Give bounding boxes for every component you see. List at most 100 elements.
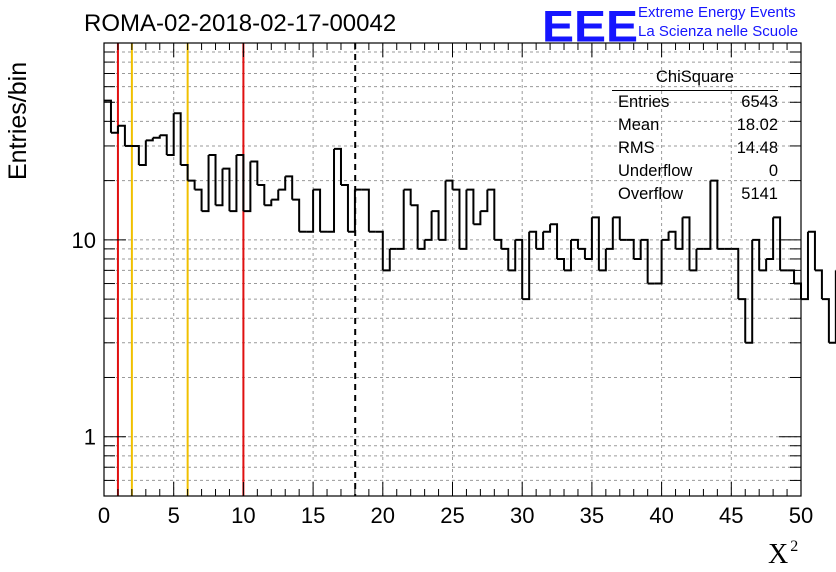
histogram-bin (487, 188, 496, 240)
histogram-bin (591, 216, 600, 271)
histogram-bin (787, 269, 796, 284)
histogram-bin (278, 176, 287, 191)
y-axis-label: Entries/bin (4, 61, 32, 180)
histogram-bin (515, 238, 524, 300)
x-tick-label: 35 (580, 503, 604, 528)
histogram-bin (292, 198, 301, 232)
y-tick-label: 10 (72, 228, 96, 253)
histogram-bin (738, 298, 747, 343)
x-tick-label: 50 (789, 503, 813, 528)
stats-value: 14.48 (736, 139, 778, 157)
y-tick-label: 1 (84, 425, 96, 450)
eee-logo: EEE (542, 2, 639, 52)
stats-label: Mean (618, 116, 660, 134)
histogram-bin (382, 248, 391, 272)
stats-label: Overflow (618, 185, 684, 203)
stats-row: Mean 18.02 (612, 114, 778, 137)
grid-layer (104, 43, 801, 496)
histogram-bin (215, 168, 224, 207)
histogram-bin (612, 216, 621, 240)
stats-label: RMS (618, 139, 655, 157)
histogram-bin (417, 239, 426, 250)
stats-value: 5141 (741, 185, 778, 203)
histogram-bin (306, 189, 315, 233)
histogram-bin (466, 188, 475, 225)
stats-box-title: ChiSquare (612, 68, 778, 91)
x-tick-label: 5 (168, 503, 180, 528)
x-tick-label: 10 (231, 503, 255, 528)
histogram-bin (257, 183, 266, 206)
stats-row: Entries 6543 (612, 91, 778, 114)
x-tick-label: 25 (440, 503, 464, 528)
histogram-bin (640, 238, 649, 284)
histogram-bin (327, 148, 336, 233)
histogram-bin (633, 239, 642, 260)
histogram-bin (682, 216, 691, 271)
histogram-bin (145, 137, 154, 142)
histogram-bin (361, 188, 370, 232)
stats-value: 6543 (741, 93, 778, 111)
histogram-bin (745, 239, 754, 344)
histogram-bin (410, 204, 419, 249)
histogram-bin (117, 124, 126, 146)
stats-label: Underflow (618, 162, 693, 180)
histogram-bin (550, 223, 559, 259)
stats-row: RMS 14.48 (612, 137, 778, 160)
axis-layer: 0 5 10 15 20 25 30 35 40 45 50 1 10 (72, 42, 813, 528)
x-axis-label-symbol: X (768, 539, 789, 570)
histogram-bin (564, 239, 572, 272)
histogram-bin (654, 239, 663, 285)
histogram-bin (403, 188, 412, 206)
histogram-bin (605, 217, 614, 250)
logo-line-1: Extreme Energy Events (638, 4, 796, 21)
histogram-bin (480, 189, 489, 213)
histogram-bin (794, 282, 802, 300)
histogram-bin (313, 188, 322, 232)
histogram-bin (459, 189, 468, 250)
histogram-bin (508, 239, 517, 272)
histogram-bin (577, 247, 586, 259)
histogram-bin (773, 216, 782, 271)
stats-value: 0 (768, 162, 778, 180)
histogram-bin (821, 298, 830, 343)
stats-box: ChiSquare Entries 6543 Mean 18.02 RMS 14… (612, 68, 778, 206)
histogram-bin (375, 230, 384, 271)
histogram-bin (104, 99, 112, 133)
histogram-bin (187, 179, 196, 190)
histogram-bin (222, 167, 231, 212)
histogram-bin (598, 248, 607, 272)
histogram-bin (250, 160, 259, 185)
histogram-bin (759, 258, 768, 272)
histogram-bin (159, 134, 168, 155)
histogram-bin (557, 257, 566, 271)
histogram-bin (626, 238, 635, 259)
histogram-bin (438, 180, 447, 241)
histogram-bin (173, 112, 182, 166)
histogram-bin (828, 270, 836, 344)
histogram-bin (703, 180, 712, 250)
stats-row: Overflow 5141 (612, 183, 778, 206)
histogram-bin (194, 188, 203, 212)
x-tick-label: 30 (510, 503, 534, 528)
x-axis-label-exponent: 2 (790, 538, 799, 555)
histogram-bin (334, 147, 342, 185)
histogram-bin (201, 154, 210, 213)
x-tick-label: 15 (301, 503, 325, 528)
x-tick-label: 0 (98, 503, 110, 528)
histogram-bin (536, 231, 545, 250)
histogram-bin (752, 238, 761, 271)
histogram-bin (731, 247, 740, 300)
x-tick-label: 40 (649, 503, 673, 528)
stats-value: 18.02 (736, 116, 778, 134)
histogram-bin (501, 247, 510, 271)
histogram-bin (584, 217, 593, 260)
histogram-bin (494, 238, 503, 249)
histogram-bin (152, 135, 161, 139)
histogram-bin (166, 113, 175, 156)
histogram-bin (522, 231, 531, 301)
histogram-bin (675, 217, 684, 250)
histogram-bin (243, 161, 252, 213)
histogram-bin (529, 230, 538, 249)
histogram-bin (110, 125, 119, 134)
